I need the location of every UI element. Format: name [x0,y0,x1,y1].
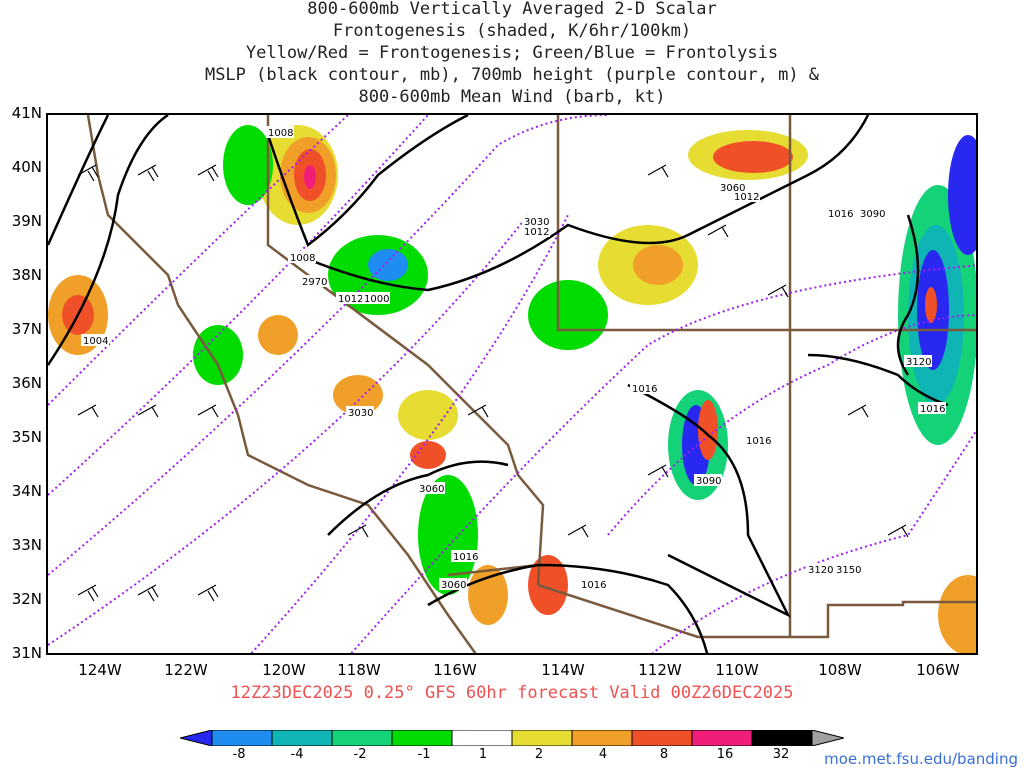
colorbar-box [511,730,573,746]
title-line-2: Frontogenesis (shaded, K/6hr/100km) [332,21,692,41]
lon-label: 106W [916,661,960,679]
mslp-label: 1008 [268,128,293,139]
colorbar-label: 8 [659,747,669,762]
colorbar-label: 16 [716,747,734,762]
colorbar-label: 2 [534,747,544,762]
colorbar-label: -1 [417,747,431,762]
colorbar-label: 1 [478,747,488,762]
map-panel: 1008 1008 1012 1012 1000 1004 1012 1016 … [46,113,978,655]
lat-label: 35N [11,428,42,446]
colorbar-box [451,730,513,746]
height-label: 2970 [302,277,327,288]
lat-label: 39N [11,212,42,230]
lat-label: 36N [11,374,42,392]
height-label: 3030 [524,217,549,228]
credit-url[interactable]: moe.met.fsu.edu/banding [824,750,1018,768]
mslp-label: 1016 [453,552,478,563]
map-canvas: 1008 1008 1012 1012 1000 1004 1012 1016 … [48,115,976,653]
colorbar-box [571,730,633,746]
lat-label: 31N [11,644,42,662]
frontogenesis-shading [48,125,976,653]
colorbar-box [751,730,813,746]
lon-label: 116W [433,661,477,679]
lon-label: 118W [337,661,381,679]
colorbar-label: -2 [353,747,367,762]
mslp-label: 1016 [632,384,657,395]
colorbar-box [691,730,753,746]
height-label: 3120 [906,357,931,368]
colorbar-label: -4 [290,747,304,762]
colorbar-box [391,730,453,746]
lon-label: 110W [715,661,759,679]
height-label: 3120 [808,565,833,576]
title-line-1: 800-600mb Vertically Averaged 2-D Scalar [307,0,717,19]
height-label-group: 2970 3030 3030 3060 3060 3060 3090 3090 … [300,181,932,591]
colorbar-box [631,730,693,746]
lon-label: 108W [818,661,862,679]
wind-barbs [77,164,909,602]
colorbar-box [271,730,333,746]
mslp-label: 1016 [920,404,945,415]
mslp-label: 1016 [746,436,771,447]
mslp-label: 1012 [734,192,759,203]
colorbar-right-arrow [811,730,844,746]
colorbar-label: 4 [598,747,608,762]
lat-label: 34N [11,482,42,500]
colorbar-label: -8 [232,747,246,762]
lat-label: 37N [11,320,42,338]
mslp-label-group: 1008 1008 1012 1012 1000 1004 1012 1016 … [81,126,946,591]
colorbar-left-arrow [180,730,213,746]
lat-label: 33N [11,536,42,554]
height-label: 3090 [696,476,721,487]
lat-label: 38N [11,266,42,284]
height-label: 3090 [860,209,885,220]
mslp-label: 1004 [83,336,108,347]
mslp-label: 1012 [524,227,549,238]
mslp-label: 1008 [290,253,315,264]
lon-label: 122W [164,661,208,679]
title-line-4: MSLP (black contour, mb), 700mb height (… [204,65,820,85]
mslp-contours [48,115,949,653]
lon-label: 124W [78,661,122,679]
mslp-label: 1016 [828,209,853,220]
lon-label: 114W [541,661,585,679]
height-label: 3060 [720,183,745,194]
valid-time-label: 12Z23DEC2025 0.25° GFS 60hr forecast Val… [230,683,794,703]
title-line-3: Yellow/Red = Frontogenesis; Green/Blue =… [245,43,779,63]
mslp-label: 1016 [581,580,606,591]
height-label: 3150 [836,565,861,576]
height-label: 3030 [348,408,373,419]
lat-label: 41N [11,104,42,122]
colorbar-box [331,730,393,746]
mslp-label: 1000 [364,294,389,305]
colorbar [180,730,844,746]
title-line-5: 800-600mb Mean Wind (barb, kt) [358,87,666,107]
height-contours [48,115,976,653]
colorbar-label: 32 [772,747,790,762]
mslp-label: 1012 [338,294,363,305]
lat-label: 40N [11,158,42,176]
colorbar-boxes [180,730,844,746]
lon-label: 120W [262,661,306,679]
colorbar-box [211,730,273,746]
height-label: 3060 [441,580,466,591]
lon-label: 112W [638,661,682,679]
lat-label: 32N [11,590,42,608]
state-borders [86,115,976,653]
height-label: 3060 [419,484,444,495]
